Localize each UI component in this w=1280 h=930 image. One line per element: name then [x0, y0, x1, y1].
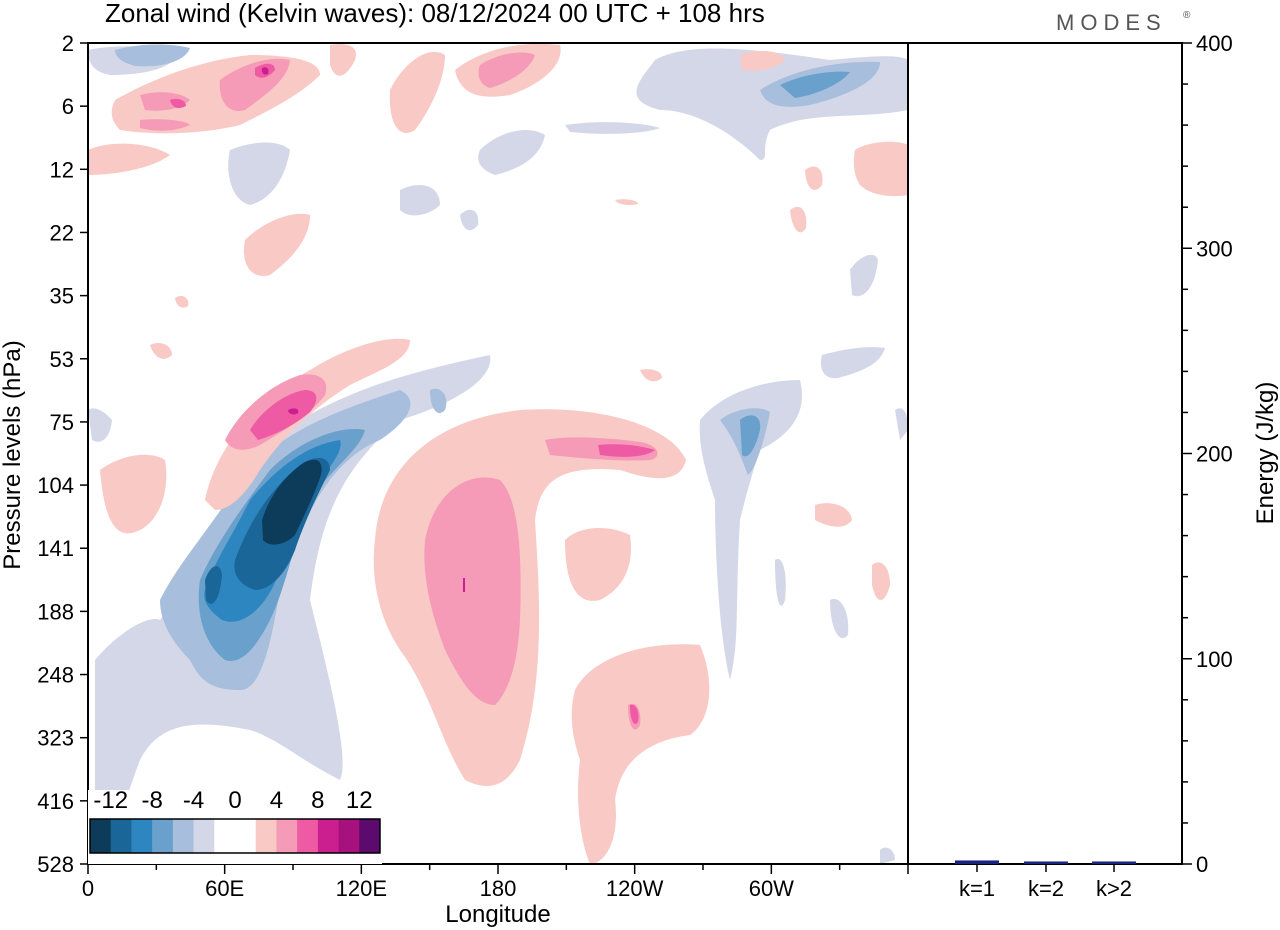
energy-panel: 0 100 200 300 400 k=1 k=2 k>2 Energy (J/kg) [907, 31, 1279, 901]
y-tick-label: 12 [50, 157, 74, 182]
x-tick-label: 0 [82, 876, 94, 901]
energy-axis-ticks: 0 100 200 300 400 [1182, 31, 1233, 877]
colorbar-label: -8 [141, 787, 162, 814]
negative-contours-core [262, 459, 322, 545]
energy-tick-label: 200 [1196, 442, 1233, 467]
colorbar: -12 -8 -4 0 4 8 12 [88, 787, 382, 864]
y-tick-label: 2 [62, 31, 74, 56]
x-tick-label: 120W [606, 876, 664, 901]
colorbar-swatch [317, 819, 340, 853]
x-tick-label: 60W [749, 876, 794, 901]
colorbar-swatch [297, 819, 319, 853]
colorbar-swatch [214, 819, 236, 853]
energy-tick-label: 100 [1196, 647, 1233, 672]
x-tick-label: 60E [205, 876, 244, 901]
y-tick-label: 35 [50, 284, 74, 309]
colorbar-label: -12 [93, 787, 128, 814]
colorbar-swatch [152, 819, 174, 853]
energy-bar [1092, 861, 1136, 864]
x-axis-ticks: 0 60E 120E 180 120W 60W [82, 864, 909, 901]
y-tick-label: 248 [37, 663, 74, 688]
energy-tick-label: 300 [1196, 236, 1233, 261]
energy-bars [955, 860, 1136, 864]
energy-tick-label: 400 [1196, 31, 1233, 56]
y-tick-label: 75 [50, 410, 74, 435]
x-tick-label: 180 [480, 876, 517, 901]
y-axis-title: Pressure levels (hPa) [0, 340, 26, 569]
chart-title: Zonal wind (Kelvin waves): 08/12/2024 00… [105, 0, 765, 28]
colorbar-label: 8 [311, 787, 324, 814]
energy-frame [907, 42, 1183, 865]
energy-axis-title: Energy (J/kg) [1252, 382, 1279, 525]
energy-bar [955, 860, 999, 864]
y-axis-ticks: 2 6 12 22 35 53 75 104 141 188 248 323 416 528 [37, 31, 88, 877]
y-tick-label: 141 [37, 536, 74, 561]
energy-tick-label: 0 [1196, 852, 1208, 877]
y-tick-label: 528 [37, 852, 74, 877]
y-tick-label: 188 [37, 599, 74, 624]
colorbar-swatch [338, 819, 360, 853]
brand-logo: MODES [1056, 10, 1167, 35]
colorbar-swatch [193, 819, 215, 853]
heatmap-panel: -12 -8 -4 0 4 8 12 0 60E 120E 180 120W 60W 2 6 12 22 35… [0, 31, 909, 928]
colorbar-label: 4 [270, 787, 283, 814]
y-tick-label: 22 [50, 220, 74, 245]
x-axis-title: Longitude [445, 901, 550, 928]
y-tick-label: 6 [62, 94, 74, 119]
positive-contours-core [261, 67, 465, 592]
energy-category-label: k>2 [1096, 876, 1132, 901]
colorbar-swatch [90, 819, 112, 853]
colorbar-label: -4 [183, 787, 204, 814]
colorbar-label: 0 [228, 787, 241, 814]
colorbar-label: 12 [346, 787, 373, 814]
brand-registered-mark: ® [1183, 10, 1191, 21]
energy-category-labels: k=1 k=2 k>2 [959, 864, 1132, 901]
energy-category-label: k=1 [959, 876, 995, 901]
colorbar-swatch [235, 819, 257, 853]
colorbar-swatch [276, 819, 298, 853]
x-tick-label: 120E [336, 876, 387, 901]
colorbar-swatch [359, 819, 381, 853]
energy-category-label: k=2 [1028, 876, 1064, 901]
contour-fields [88, 43, 908, 864]
y-tick-label: 323 [37, 726, 74, 751]
y-tick-label: 416 [37, 789, 74, 814]
colorbar-swatch [131, 819, 153, 853]
colorbar-swatch [172, 819, 195, 853]
y-tick-label: 104 [37, 473, 74, 498]
energy-bar [1024, 861, 1068, 864]
colorbar-swatch [255, 819, 277, 853]
colorbar-frame [89, 818, 381, 854]
colorbar-swatch [110, 819, 132, 853]
y-tick-label: 53 [50, 347, 74, 372]
